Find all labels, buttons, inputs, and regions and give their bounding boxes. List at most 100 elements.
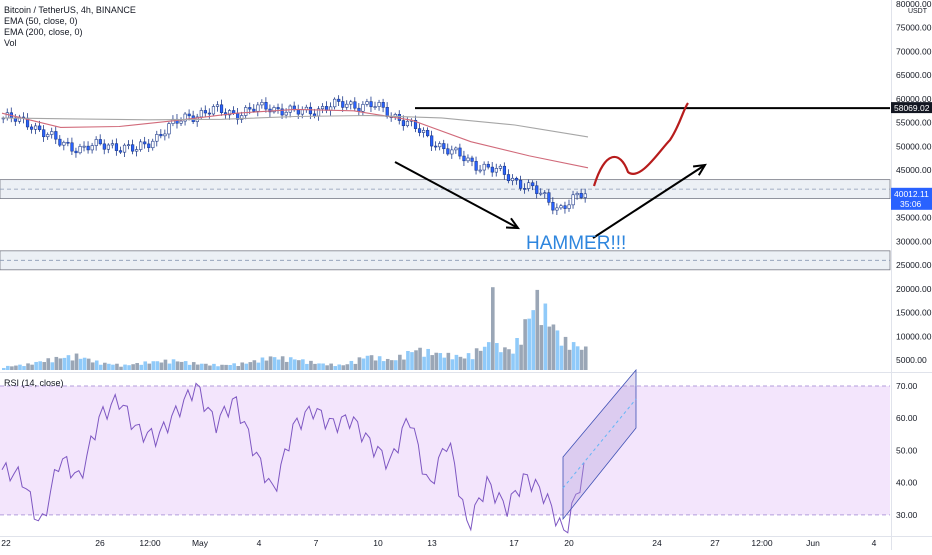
price-unit: USDT [908, 8, 928, 15]
volume-bar [119, 366, 123, 370]
volume-bar [260, 357, 265, 370]
volume-bar [163, 359, 168, 370]
symbol-title[interactable]: Bitcoin / TetherUS, 4h, BINANCE [4, 5, 136, 15]
candle [94, 139, 98, 146]
candle [296, 109, 300, 115]
price-tick-label: 30000.00 [896, 236, 932, 246]
volume-bar [240, 362, 245, 370]
volume-bar [349, 360, 354, 370]
volume-bar [341, 365, 346, 370]
candle [583, 193, 587, 198]
candle [29, 126, 34, 130]
volume-bar [381, 361, 386, 370]
volume-bar [527, 318, 531, 370]
volume-bar [90, 362, 95, 370]
rsi-line [1, 382, 585, 534]
candle [179, 120, 183, 124]
candle [466, 157, 470, 162]
time-tick-label: 22 [1, 538, 11, 548]
volume-legend[interactable]: Vol [4, 38, 17, 48]
candle [203, 110, 207, 114]
candle [66, 141, 70, 144]
candle [280, 108, 284, 116]
volume-bar [373, 360, 378, 370]
time-tick-label: 20 [564, 538, 574, 548]
volume-bar [559, 345, 564, 370]
volume-bar [216, 366, 220, 370]
volume-bar [333, 366, 337, 370]
time-tick-label: 24 [652, 538, 662, 548]
rsi-legend[interactable]: RSI (14, close) [4, 378, 64, 388]
candle [559, 205, 563, 209]
volume-bar [466, 353, 471, 370]
candle [413, 119, 418, 129]
candle [240, 115, 244, 120]
candle [369, 101, 373, 108]
candle [490, 166, 494, 173]
volume-bar [107, 363, 111, 370]
volume-bar [515, 338, 519, 370]
candle [345, 103, 349, 108]
candle [167, 123, 171, 135]
volume-bar [208, 365, 212, 370]
candle [110, 143, 115, 146]
volume-bar [18, 364, 22, 370]
volume-bar [212, 363, 216, 370]
candle [353, 101, 357, 109]
volume-bar [74, 353, 79, 370]
volume-bar [442, 357, 447, 370]
volume-bar [224, 364, 228, 370]
price-tick-label: 60000.00 [896, 94, 932, 104]
volume-bar [167, 363, 172, 370]
candle [248, 107, 252, 110]
candle [62, 141, 66, 146]
candle [272, 107, 276, 113]
volume-bar [434, 352, 439, 370]
candle [276, 107, 280, 110]
volume-bar [486, 342, 491, 370]
volume-bar [236, 366, 240, 370]
volume-bar [357, 357, 362, 370]
volume-bar [499, 352, 503, 370]
volume-bar [438, 353, 443, 370]
volume-bar [418, 347, 422, 370]
volume-bar [272, 357, 277, 370]
volume-bar [325, 365, 329, 370]
volume-bar [50, 362, 55, 370]
candle [547, 192, 551, 203]
volume-bar [563, 336, 568, 370]
volume-bar [361, 358, 366, 370]
candle [46, 134, 50, 138]
volume-bar [523, 319, 527, 370]
candle [579, 193, 583, 198]
volume-bar [583, 346, 588, 370]
ema200-legend[interactable]: EMA (200, close, 0) [4, 27, 83, 37]
rsi-tick-label: 70.00 [896, 381, 918, 391]
volume-bar [58, 358, 63, 370]
ema50-legend[interactable]: EMA (50, close, 0) [4, 16, 78, 26]
volume-bar [301, 359, 305, 370]
time-tick-label: 7 [314, 538, 319, 548]
candle [454, 147, 458, 151]
candle [518, 179, 523, 189]
candle [438, 143, 442, 148]
time-tick-label: 10 [373, 538, 383, 548]
candle [42, 129, 46, 138]
candle [506, 174, 511, 182]
volume-bar [175, 361, 180, 370]
volume-bar [22, 366, 26, 370]
volume-bar [200, 363, 204, 370]
candle [470, 157, 474, 162]
volume-bar [171, 359, 176, 370]
volume-bar [410, 352, 414, 370]
time-tick-label: 13 [427, 538, 437, 548]
chart-legend: Bitcoin / TetherUS, 4h, BINANCE EMA (50,… [4, 5, 136, 49]
volume-bar [385, 358, 390, 370]
candle [183, 113, 187, 122]
candle [482, 163, 486, 171]
volume-bar [547, 326, 552, 370]
candle [260, 102, 264, 106]
price-tag-label: 40012.11 [894, 189, 929, 199]
